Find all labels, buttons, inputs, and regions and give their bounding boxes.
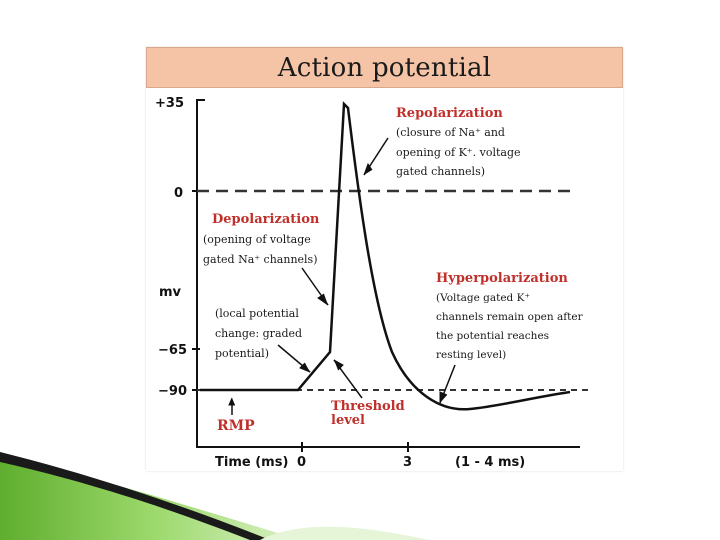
local-potential-line-1: (local potential bbox=[215, 307, 299, 320]
y-tick-label-90: −90 bbox=[158, 384, 187, 399]
repolarization-line-1: (closure of Na⁺ and bbox=[396, 126, 505, 139]
x-range-label: (1 - 4 ms) bbox=[455, 455, 525, 470]
local-potential-arrowhead bbox=[299, 362, 311, 373]
hyperpolarization-line-3: the potential reaches bbox=[436, 330, 549, 342]
swoosh-light bbox=[260, 526, 430, 540]
hyperpolarization-title: Hyperpolarization bbox=[436, 271, 568, 286]
y-tick-label-65: −65 bbox=[158, 343, 187, 358]
diagram-title: Action potential bbox=[277, 53, 492, 83]
hyperpolarization-line-2: channels remain open after bbox=[436, 311, 584, 323]
local-potential-line-3: potential) bbox=[215, 347, 269, 360]
threshold-line-2: level bbox=[331, 413, 365, 428]
repolarization-line-3: gated channels) bbox=[396, 165, 485, 178]
depolarization-title: Depolarization bbox=[212, 212, 320, 227]
title-bar: Action potential bbox=[146, 47, 623, 88]
threshold-line-1: Threshold bbox=[331, 399, 405, 414]
y-tick-label-0: 0 bbox=[174, 186, 183, 201]
rmp-arrowhead bbox=[228, 397, 235, 406]
depolarization-line-1: (opening of voltage bbox=[203, 233, 311, 246]
swoosh-dark bbox=[0, 452, 270, 540]
action-potential-curve bbox=[200, 101, 571, 411]
hyperpolarization-line-4: resting level) bbox=[436, 349, 506, 361]
y-tick-label-35: +35 bbox=[155, 96, 184, 111]
threshold-arrowhead bbox=[333, 359, 344, 371]
x-tick-label-0: 0 bbox=[297, 455, 306, 470]
repolarization-line-2: opening of K⁺. voltage bbox=[396, 146, 521, 159]
rmp-label: RMP bbox=[217, 418, 255, 434]
repolarization-title: Repolarization bbox=[396, 106, 503, 121]
depolarization-arrowhead bbox=[317, 293, 329, 306]
x-axis-label: Time (ms) bbox=[215, 455, 288, 470]
hyperpolarization-line-1: (Voltage gated K⁺ bbox=[436, 292, 530, 304]
diagram-frame bbox=[146, 47, 623, 471]
depolarization-line-2: gated Na⁺ channels) bbox=[203, 253, 318, 266]
local-potential-line-2: change: graded bbox=[215, 327, 302, 340]
hyperpolarization-arrowhead bbox=[439, 391, 448, 403]
x-tick-label-3: 3 bbox=[403, 455, 412, 470]
repolarization-arrowhead bbox=[363, 162, 373, 176]
y-axis-label: mv bbox=[159, 285, 182, 300]
